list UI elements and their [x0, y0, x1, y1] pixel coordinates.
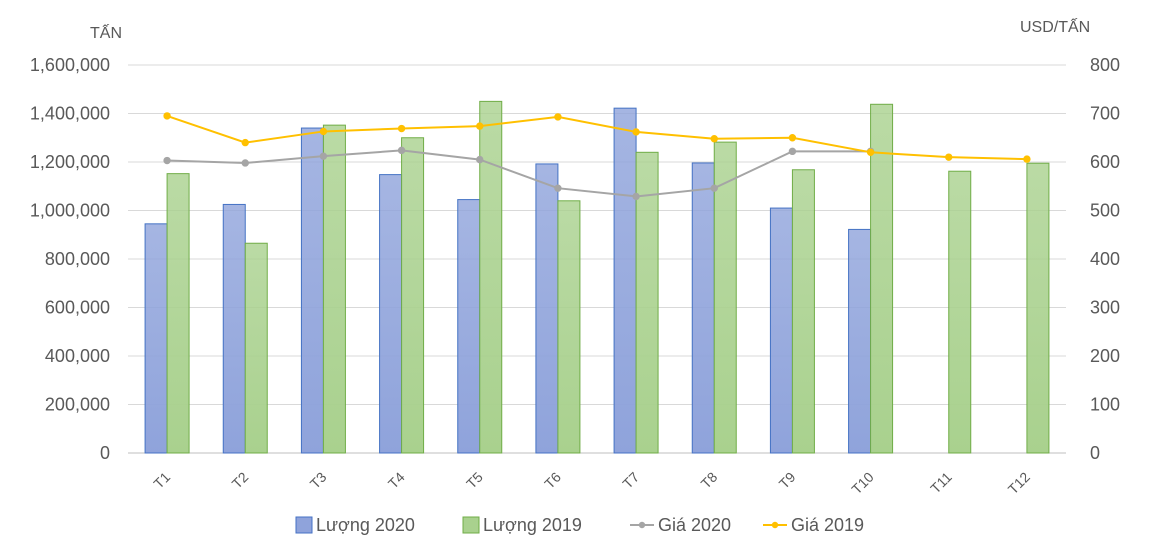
bar-lượng-2019	[401, 137, 425, 454]
left-tick-label: 1,000,000	[30, 201, 110, 221]
bar-lượng-2020	[613, 107, 637, 454]
legend-label: Lượng 2019	[483, 515, 582, 535]
point-giá-2020	[788, 147, 797, 156]
right-tick-label: 100	[1090, 395, 1120, 415]
legend-marker	[771, 521, 779, 529]
bar-lượng-2020	[769, 207, 793, 454]
bar-lượng-2019	[244, 242, 268, 454]
left-axis-unit: TẤN	[90, 23, 122, 42]
right-tick-label: 500	[1090, 201, 1120, 221]
point-giá-2019	[866, 148, 875, 157]
bar-lượng-2019	[635, 151, 659, 454]
legend: Lượng 2020 Lượng 2019 Giá 2020 Giá 2019	[295, 515, 864, 535]
point-giá-2020	[554, 184, 562, 192]
bar-lượng-2020	[144, 223, 168, 454]
bar-lượng-2020	[535, 163, 559, 454]
left-tick-label: 400,000	[45, 346, 110, 366]
bar-lượng-2019	[948, 170, 972, 454]
bar-series	[144, 100, 1050, 454]
point-giá-2020	[241, 159, 249, 167]
bar-lượng-2019	[713, 141, 737, 454]
left-tick-label: 800,000	[45, 249, 110, 269]
point-giá-2020	[163, 156, 171, 165]
x-axis-ticks: T1 T2 T3 T4 T5 T6 T7 T8 T9 T10 T11 T12	[150, 469, 1033, 498]
bar-lượng-2019	[479, 100, 503, 454]
right-axis-ticks: 0 100 200 300 400 500 600 700 800	[1090, 55, 1120, 463]
bar-lượng-2020	[848, 228, 872, 454]
bar-lượng-2019	[1026, 162, 1050, 454]
bar-lượng-2019	[870, 103, 894, 454]
x-tick-label: T9	[776, 469, 799, 492]
left-tick-label: 1,400,000	[30, 104, 110, 124]
point-giá-2020	[397, 146, 406, 155]
point-giá-2020	[710, 184, 718, 192]
point-giá-2019	[397, 124, 406, 133]
point-giá-2019	[476, 122, 484, 130]
right-tick-label: 300	[1090, 298, 1120, 318]
point-giá-2019	[554, 113, 562, 121]
x-tick-label: T12	[1005, 469, 1034, 498]
bar-lượng-2019	[557, 200, 581, 454]
x-tick-label: T2	[229, 469, 252, 492]
x-tick-label: T3	[307, 469, 330, 492]
x-tick-label: T4	[385, 469, 408, 492]
point-giá-2019	[945, 153, 953, 161]
bar-lượng-2020	[222, 203, 246, 454]
legend-label: Giá 2019	[791, 515, 864, 535]
legend-swatch	[295, 516, 313, 534]
point-giá-2019	[163, 112, 171, 120]
x-tick-label: T7	[619, 469, 642, 492]
right-tick-label: 600	[1090, 152, 1120, 172]
right-tick-label: 800	[1090, 55, 1120, 75]
right-axis-unit: USD/TẤN	[1020, 17, 1090, 36]
bar-lượng-2019	[791, 169, 815, 454]
left-tick-label: 1,200,000	[30, 152, 110, 172]
x-tick-label: T8	[698, 469, 721, 492]
right-tick-label: 700	[1090, 104, 1120, 124]
right-tick-label: 200	[1090, 346, 1120, 366]
right-tick-label: 0	[1090, 443, 1100, 463]
point-giá-2019	[319, 127, 328, 136]
bar-lượng-2020	[691, 162, 715, 454]
point-giá-2019	[710, 135, 718, 143]
point-giá-2019	[241, 138, 249, 147]
x-tick-label: T1	[150, 469, 173, 492]
legend-marker	[638, 521, 646, 529]
point-giá-2019	[1023, 155, 1031, 163]
line-giá-2019	[166, 114, 1027, 161]
left-axis-ticks: 0 200,000 400,000 600,000 800,000 1,000,000 1,…	[30, 55, 110, 463]
left-tick-label: 1,600,000	[30, 55, 110, 75]
point-giá-2020	[319, 152, 328, 160]
bar-lượng-2019	[166, 173, 190, 454]
x-tick-label: T5	[463, 469, 486, 492]
legend-label: Lượng 2020	[316, 515, 415, 535]
legend-label: Giá 2020	[658, 515, 731, 535]
x-tick-label: T6	[541, 469, 564, 492]
left-tick-label: 0	[100, 443, 110, 463]
legend-swatch	[462, 516, 480, 534]
bar-lượng-2020	[300, 127, 324, 454]
line-giá-2020	[167, 149, 871, 198]
x-tick-label: T11	[927, 469, 955, 497]
right-tick-label: 400	[1090, 249, 1120, 269]
line-series	[163, 112, 1031, 201]
bar-lượng-2020	[379, 174, 403, 454]
bar-lượng-2020	[457, 199, 481, 454]
x-tick-label: T10	[848, 469, 877, 498]
left-tick-label: 600,000	[45, 298, 110, 318]
point-giá-2019	[788, 134, 797, 142]
gridlines	[128, 64, 1066, 454]
bar-lượng-2019	[322, 124, 346, 454]
left-tick-label: 200,000	[45, 395, 110, 415]
point-giá-2020	[476, 155, 484, 164]
point-giá-2019	[632, 128, 640, 136]
point-giá-2020	[632, 192, 640, 201]
